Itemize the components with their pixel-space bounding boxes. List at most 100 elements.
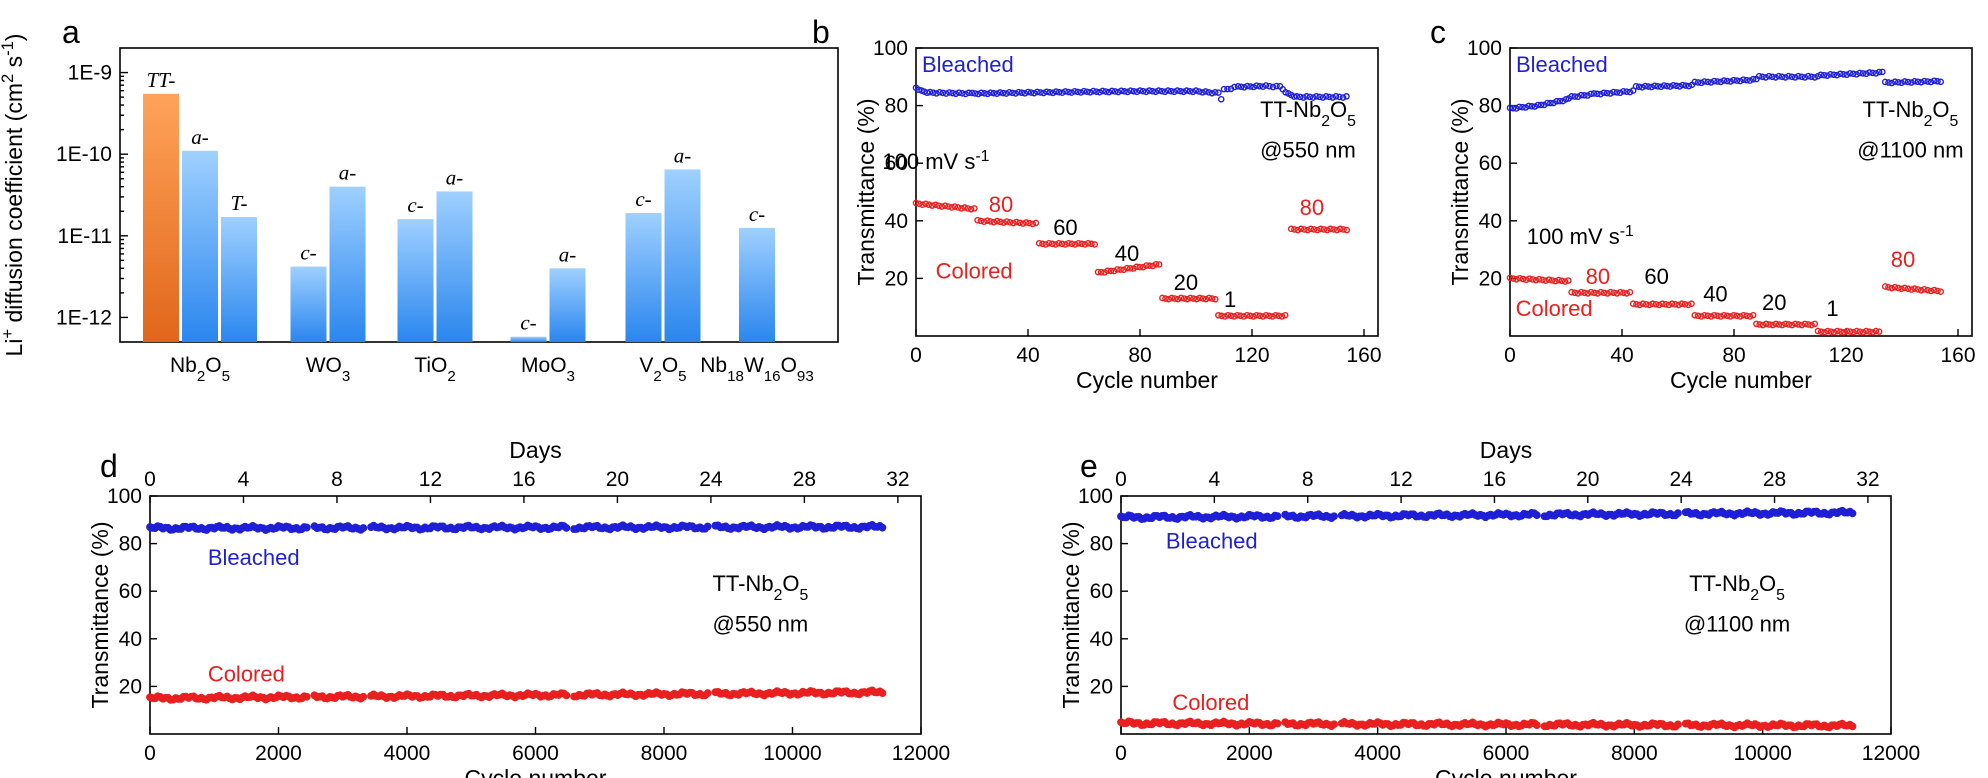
colored-marker-c bbox=[1908, 286, 1915, 293]
colored-marker-b bbox=[1211, 295, 1219, 303]
colored-marker-c bbox=[1733, 312, 1741, 320]
x-tick-label-a: MoO3 bbox=[521, 354, 575, 385]
colored-marker-c bbox=[1762, 320, 1770, 328]
bleached-marker-b bbox=[1111, 88, 1119, 95]
wavelength-label-b: @550 nm bbox=[1260, 137, 1356, 162]
bleached-marker-b bbox=[984, 90, 991, 98]
bleached-marker-b bbox=[1080, 87, 1088, 95]
colored-marker-c bbox=[1917, 286, 1925, 294]
x-tick-label-a: WO3 bbox=[306, 354, 351, 385]
colored-marker-b bbox=[1190, 295, 1197, 302]
bleached-marker-b bbox=[1170, 88, 1178, 96]
colored-marker-c bbox=[1804, 321, 1812, 328]
colored-marker-c bbox=[1555, 276, 1562, 284]
rate-label-b: 60 bbox=[1053, 215, 1077, 240]
x-tick-label-b: 40 bbox=[1016, 344, 1039, 367]
colored-marker-c bbox=[1668, 300, 1676, 308]
colored-marker-c bbox=[1740, 311, 1747, 319]
bleached-marker-c bbox=[1772, 74, 1779, 81]
bar-MoO3-a bbox=[549, 268, 586, 342]
bleached-marker-b bbox=[933, 90, 940, 97]
rate-label-b: 1 bbox=[1224, 287, 1236, 312]
y-axis-label-a: Li+ diffusion coefficient (cm2 s-1) bbox=[0, 34, 27, 357]
colored-marker-b bbox=[1104, 267, 1111, 275]
bleached-marker-c bbox=[1804, 72, 1812, 80]
bleached-marker-c bbox=[1603, 89, 1611, 97]
bleached-marker-c bbox=[1782, 74, 1789, 81]
bleached-marker-b bbox=[971, 90, 979, 97]
rate-label-c: 20 bbox=[1762, 290, 1786, 315]
x-tick-label-d: 12000 bbox=[892, 742, 950, 765]
bleached-marker-b bbox=[1071, 88, 1078, 95]
bleached-marker-b bbox=[1139, 87, 1147, 95]
panel-a-label: a bbox=[62, 14, 80, 50]
colored-marker-c bbox=[1837, 328, 1844, 335]
colored-marker-b bbox=[941, 202, 949, 209]
colored-marker-b bbox=[1126, 265, 1134, 272]
bleached-marker-c bbox=[1577, 91, 1585, 99]
colored-marker-b bbox=[948, 204, 955, 211]
bleached-marker-b bbox=[939, 89, 947, 97]
y-tick-label-b: 20 bbox=[885, 267, 908, 290]
colored-marker-c bbox=[1785, 321, 1793, 328]
colored-marker-c bbox=[1901, 284, 1909, 292]
colored-marker-b bbox=[1058, 240, 1066, 248]
colored-marker-b bbox=[1224, 311, 1232, 319]
colored-marker-b bbox=[1336, 225, 1344, 233]
bleached-marker-b bbox=[1002, 90, 1010, 97]
bar-phase-label: c- bbox=[407, 193, 423, 217]
bleached-marker-c bbox=[1654, 83, 1662, 90]
colored-marker-c bbox=[1753, 320, 1760, 328]
y-axis-label-b: Transmittance (%) bbox=[853, 98, 879, 285]
bleached-marker-b bbox=[1027, 89, 1035, 96]
colored-marker-c bbox=[1811, 320, 1819, 328]
colored-marker-b bbox=[1133, 263, 1140, 271]
bleached-marker-c bbox=[1620, 88, 1627, 95]
colored-marker-e bbox=[1330, 720, 1338, 729]
bleached-marker-c bbox=[1571, 93, 1579, 100]
colored-marker-b bbox=[1078, 240, 1085, 248]
colored-marker-c bbox=[1574, 290, 1582, 297]
bleached-marker-b bbox=[1142, 88, 1150, 96]
panel-b-label: b bbox=[812, 14, 830, 50]
bleached-marker-c bbox=[1749, 75, 1757, 83]
colored-marker-b bbox=[1120, 266, 1128, 274]
colored-marker-b bbox=[1097, 268, 1105, 276]
colored-marker-b bbox=[1062, 241, 1069, 248]
x-tick-label-c: 40 bbox=[1610, 344, 1633, 367]
colored-marker-b bbox=[1343, 226, 1351, 234]
colored-marker-c bbox=[1561, 278, 1569, 285]
panel-c-label: c bbox=[1430, 14, 1446, 50]
colored-marker-c bbox=[1548, 277, 1556, 284]
bleached-marker-c bbox=[1717, 78, 1725, 86]
bleached-marker-b bbox=[1077, 89, 1085, 96]
colored-marker-c bbox=[1610, 289, 1618, 297]
colored-marker-b bbox=[1022, 219, 1030, 226]
bleached-marker-c bbox=[1506, 104, 1514, 112]
bleached-marker-b bbox=[1024, 88, 1032, 96]
bleached-marker-c bbox=[1866, 69, 1873, 76]
colored-marker-b bbox=[1278, 313, 1286, 320]
colored-marker-c bbox=[1672, 301, 1679, 308]
bleached-marker-c bbox=[1811, 74, 1819, 81]
top-axis-label-d: Days bbox=[509, 437, 561, 463]
colored-marker-b bbox=[1327, 225, 1334, 233]
bleached-marker-c bbox=[1670, 82, 1677, 89]
bleached-marker-b bbox=[1105, 88, 1113, 96]
colored-marker-c bbox=[1795, 321, 1802, 328]
bleached-marker-e bbox=[1330, 512, 1338, 521]
bleached-marker-b bbox=[1177, 87, 1184, 95]
bleached-marker-b bbox=[1006, 89, 1013, 96]
x-tick-label-e: 6000 bbox=[1483, 742, 1530, 765]
colored-marker-b bbox=[1071, 241, 1079, 248]
bleached-marker-b bbox=[1220, 85, 1228, 93]
colored-marker-b bbox=[932, 201, 939, 209]
bleached-marker-c bbox=[1917, 78, 1925, 86]
top-tick-label-e: 16 bbox=[1483, 468, 1506, 491]
bleached-marker-b bbox=[1068, 89, 1075, 96]
bleached-marker-b bbox=[1065, 88, 1072, 96]
colored-marker-c bbox=[1853, 327, 1860, 335]
bleached-marker-b bbox=[1124, 88, 1131, 96]
colored-marker-b bbox=[1055, 239, 1063, 247]
colored-marker-b bbox=[974, 216, 981, 224]
